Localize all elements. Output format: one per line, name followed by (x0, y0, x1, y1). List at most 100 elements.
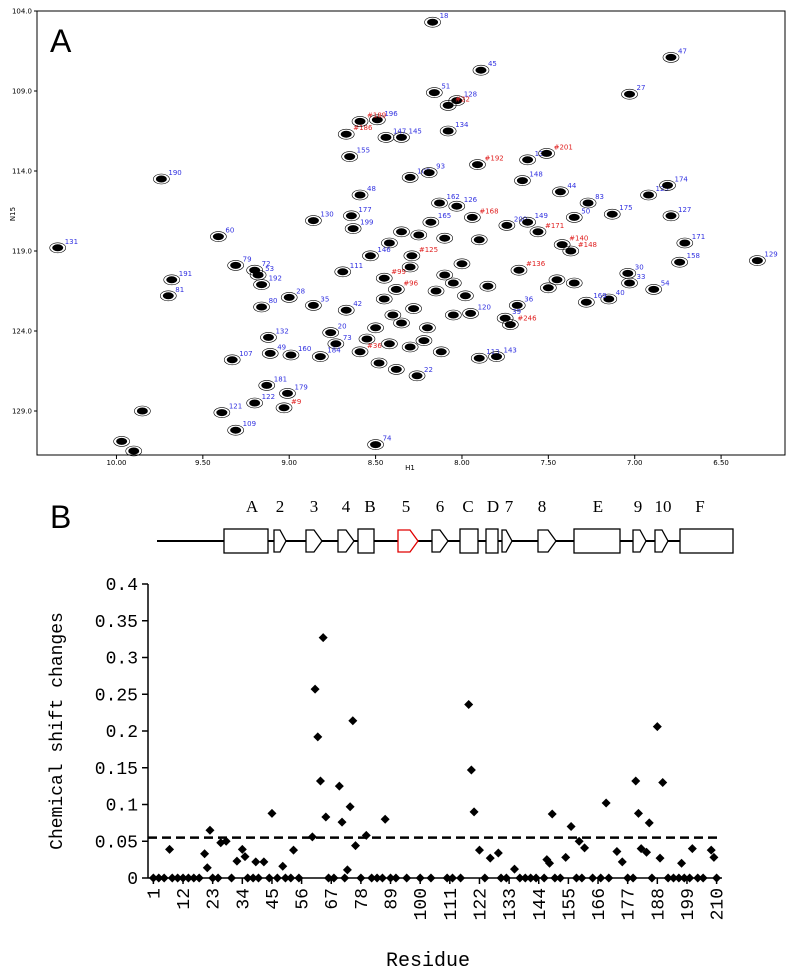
peak (568, 213, 580, 221)
peak (447, 279, 459, 287)
peak-contour (49, 242, 67, 254)
data-point (240, 852, 250, 862)
peak (230, 261, 242, 269)
peak-label: 35 (320, 295, 329, 303)
structure-label: E (593, 497, 603, 516)
peak-contour (508, 300, 526, 311)
peak (665, 212, 677, 220)
data-point (466, 765, 476, 775)
peak-contour (470, 234, 488, 246)
data-point (165, 844, 175, 854)
helix (223, 528, 269, 554)
structure-label: 4 (342, 497, 351, 516)
data-point (709, 852, 719, 862)
peak-label: 28 (296, 287, 305, 295)
peak (542, 284, 554, 292)
peak-contour (431, 197, 448, 209)
peak-label: 132 (275, 327, 288, 335)
peak-label: 22 (424, 366, 433, 374)
data-point (307, 832, 317, 842)
panel-label: A (50, 23, 72, 59)
data-point (571, 873, 581, 883)
peak (442, 127, 454, 135)
peak (371, 116, 383, 124)
peak-contour (529, 226, 547, 238)
peak-contour (496, 312, 514, 324)
peak (451, 202, 463, 210)
peak (606, 210, 618, 218)
x-tick-label: 23 (205, 888, 225, 910)
peak (354, 348, 366, 356)
peak-contour (351, 189, 369, 201)
data-point (340, 873, 350, 883)
peak-contour (448, 200, 466, 212)
data-point (596, 873, 606, 883)
peak-label: 111 (350, 262, 363, 270)
data-point (315, 776, 325, 786)
peak-label: 126 (464, 196, 478, 204)
peak (404, 343, 416, 351)
peak (128, 447, 140, 455)
peak-contour (603, 208, 621, 220)
peak-label: 80 (269, 297, 278, 305)
peak-contour (579, 197, 597, 209)
peak-label: 171 (692, 233, 705, 241)
peak-label: 51 (441, 83, 450, 91)
peak-label: 74 (383, 435, 392, 443)
peak (568, 279, 580, 287)
data-point (601, 798, 611, 808)
peak (283, 293, 295, 301)
peak-contour (600, 293, 618, 305)
peak (643, 191, 655, 199)
data-point (243, 873, 253, 883)
peak-contour (432, 346, 450, 358)
data-point (658, 777, 668, 787)
peak (624, 279, 636, 287)
peak-label: 181 (274, 375, 287, 383)
peak (314, 353, 326, 361)
peak (345, 212, 357, 220)
data-point (310, 684, 320, 694)
data-point (272, 873, 282, 883)
x-tick-label: 7.50 (541, 459, 557, 467)
data-point (167, 873, 177, 883)
data-point (663, 873, 673, 883)
data-point (377, 873, 387, 883)
peak (459, 292, 471, 300)
peak (421, 324, 433, 332)
peak-contour (253, 279, 270, 290)
x-tick-label: 155 (560, 888, 580, 920)
y-tick-label: 0.1 (106, 797, 138, 817)
peak (408, 305, 420, 313)
peak-contour (213, 407, 231, 418)
peak-contour (424, 16, 441, 28)
peak-contour (749, 255, 766, 266)
peak-contour (362, 250, 379, 262)
data-point (612, 847, 622, 857)
peak-contour (337, 304, 355, 316)
peak (216, 409, 228, 417)
peak-label: 73 (343, 334, 352, 342)
x-tick-label: 210 (709, 888, 729, 920)
peak-label: 177 (358, 206, 371, 214)
peak-contour (472, 64, 490, 76)
x-tick-label: 89 (383, 888, 403, 910)
peak-label: 39 (512, 308, 521, 316)
peak-label: 158 (687, 252, 700, 260)
peak-label: 148 (529, 171, 542, 179)
x-tick-label: 78 (353, 888, 373, 910)
peak (370, 324, 382, 332)
y-tick-label: 109.0 (12, 88, 32, 96)
x-tick-label: 56 (294, 888, 314, 910)
peak-contour (327, 338, 345, 350)
peak-contour (134, 405, 151, 417)
peak (262, 333, 274, 341)
peak (435, 348, 447, 356)
peak-contour (469, 159, 486, 170)
peak-contour (479, 280, 497, 292)
data-point (232, 856, 242, 866)
structure-label: 10 (655, 497, 672, 516)
peak-contour (305, 300, 322, 311)
peak (361, 335, 373, 343)
peak-label: 122 (262, 393, 275, 401)
